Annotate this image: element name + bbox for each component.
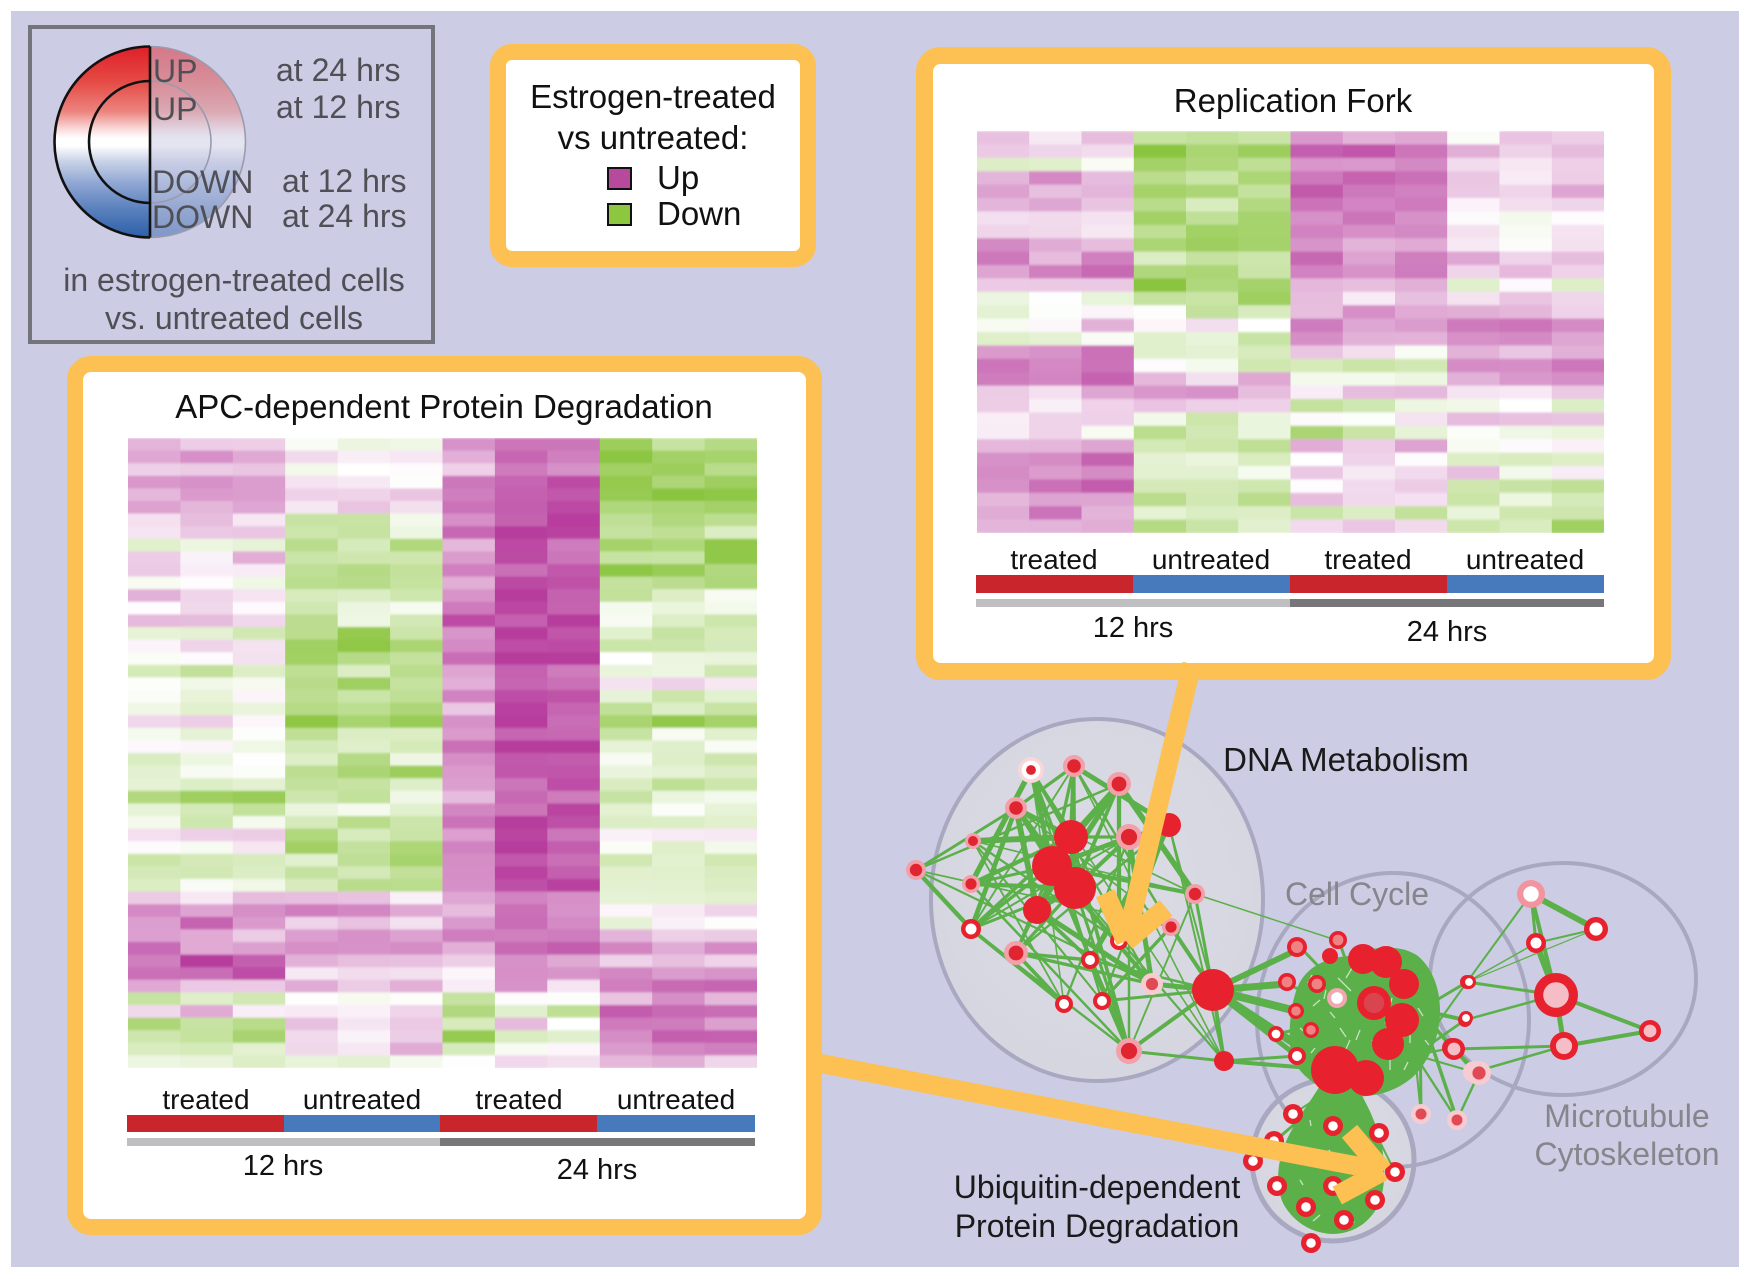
svg-text:Up: Up (657, 159, 699, 196)
svg-text:12 hrs: 12 hrs (1093, 612, 1174, 644)
svg-text:Estrogen-treated: Estrogen-treated (530, 78, 776, 115)
svg-text:at 12 hrs: at 12 hrs (276, 89, 401, 125)
svg-text:treated: treated (1010, 544, 1097, 575)
svg-text:UP: UP (153, 53, 197, 89)
svg-text:12 hrs: 12 hrs (243, 1150, 324, 1182)
svg-text:untreated: untreated (1466, 544, 1584, 575)
svg-text:at 24 hrs: at 24 hrs (276, 52, 401, 88)
svg-text:in estrogen-treated cells: in estrogen-treated cells (63, 262, 405, 298)
svg-text:Ubiquitin-dependent: Ubiquitin-dependent (954, 1169, 1241, 1205)
svg-text:APC-dependent Protein Degradat: APC-dependent Protein Degradation (175, 388, 713, 425)
svg-text:treated: treated (1324, 544, 1411, 575)
svg-text:at 12 hrs: at 12 hrs (282, 163, 407, 199)
svg-text:24 hrs: 24 hrs (1407, 616, 1488, 648)
svg-text:DOWN: DOWN (152, 199, 253, 235)
svg-text:Down: Down (657, 195, 741, 232)
svg-text:untreated: untreated (1152, 544, 1270, 575)
svg-text:treated: treated (475, 1084, 562, 1115)
svg-text:Microtubule: Microtubule (1544, 1098, 1709, 1134)
svg-text:UP: UP (153, 91, 197, 127)
svg-text:untreated: untreated (617, 1084, 735, 1115)
svg-text:vs untreated:: vs untreated: (558, 119, 749, 156)
svg-text:Protein Degradation: Protein Degradation (955, 1208, 1240, 1244)
svg-text:24 hrs: 24 hrs (557, 1154, 638, 1186)
svg-text:Replication Fork: Replication Fork (1174, 82, 1413, 119)
svg-text:DOWN: DOWN (152, 164, 253, 200)
svg-text:DNA Metabolism: DNA Metabolism (1223, 741, 1469, 778)
svg-text:Cytoskeleton: Cytoskeleton (1535, 1136, 1720, 1172)
svg-text:Cell Cycle: Cell Cycle (1285, 876, 1429, 912)
svg-text:at 24 hrs: at 24 hrs (282, 198, 407, 234)
svg-text:treated: treated (162, 1084, 249, 1115)
svg-text:untreated: untreated (303, 1084, 421, 1115)
svg-text:vs. untreated cells: vs. untreated cells (105, 300, 363, 336)
